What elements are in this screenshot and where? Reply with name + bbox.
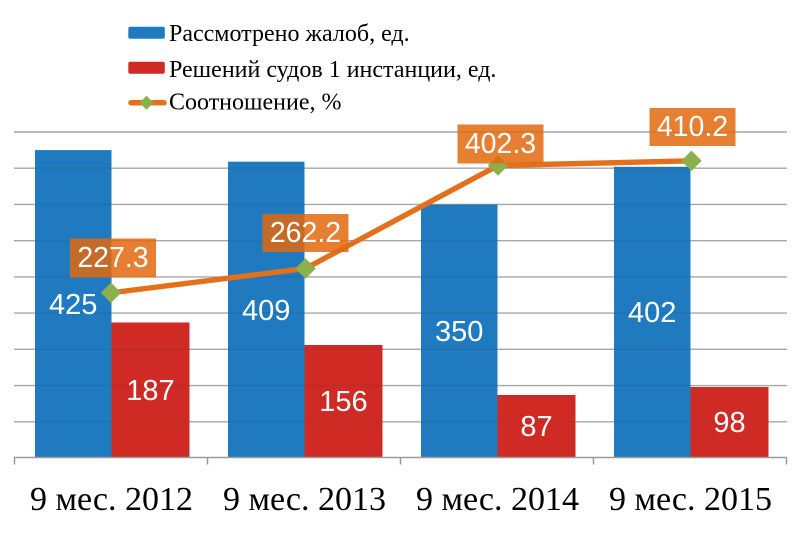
svg-text:87: 87 [520,411,552,443]
svg-text:Рассмотрено жалоб, ед.: Рассмотрено жалоб, ед. [169,21,410,47]
svg-text:9 мес. 2012: 9 мес. 2012 [30,481,193,518]
svg-text:Соотношение, %: Соотношение, % [169,90,342,116]
svg-text:409: 409 [242,295,290,327]
svg-text:425: 425 [49,289,97,321]
svg-text:350: 350 [435,316,483,348]
svg-text:187: 187 [126,375,174,407]
svg-text:402.3: 402.3 [465,128,536,160]
svg-text:410.2: 410.2 [657,111,728,143]
svg-text:156: 156 [319,386,367,418]
svg-text:9 мес. 2013: 9 мес. 2013 [223,481,386,518]
svg-text:227.3: 227.3 [77,242,148,274]
svg-text:98: 98 [713,407,745,439]
svg-text:262.2: 262.2 [270,217,341,249]
svg-text:9 мес. 2015: 9 мес. 2015 [609,481,772,518]
svg-text:9 мес. 2014: 9 мес. 2014 [416,481,579,518]
svg-text:402: 402 [628,297,676,329]
svg-text:Решений судов 1 инстанции, ед.: Решений судов 1 инстанции, ед. [169,57,496,83]
